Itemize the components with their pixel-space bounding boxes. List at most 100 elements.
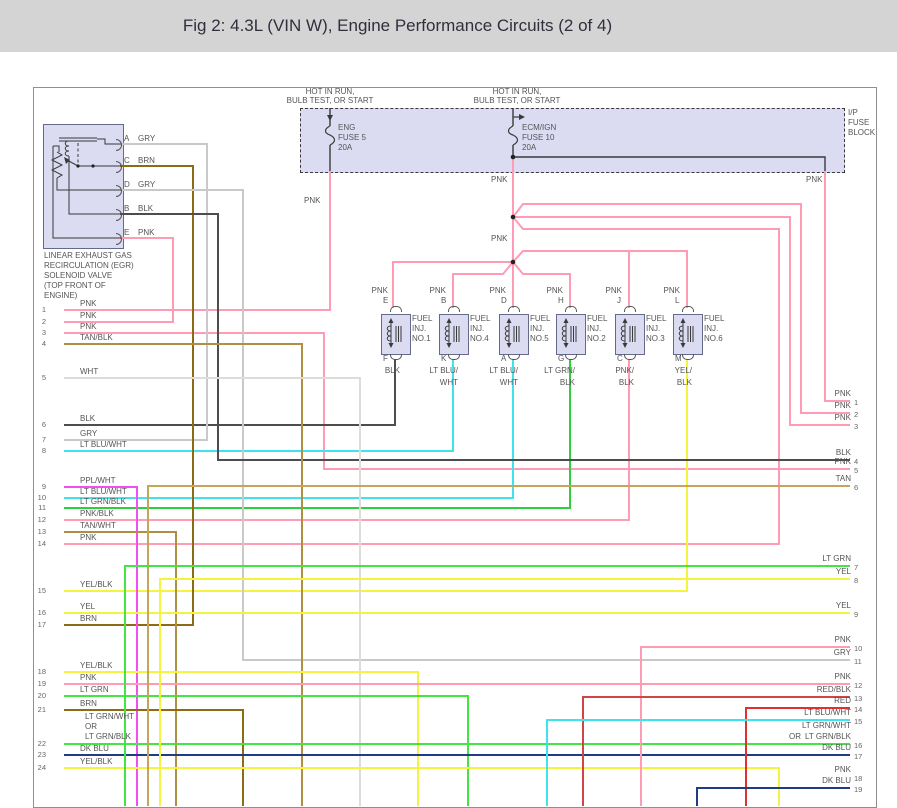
wire-label: OR — [85, 722, 97, 731]
fuel-injector-box-NO.6 — [673, 314, 703, 355]
eng-fuse-label: ENG — [338, 123, 356, 132]
injector-feed-wire-label: PNK — [429, 286, 446, 295]
injector-name-label: FUEL — [530, 314, 551, 323]
egr-pin-wire-color-D: GRY — [138, 180, 156, 189]
left-wire-label-21: BRN — [80, 699, 97, 708]
wire-label: ENGINE) — [44, 291, 78, 300]
right-pin-number-1: 1 — [854, 398, 859, 407]
left-wire-label-1: PNK — [80, 299, 97, 308]
left-pin-number-6: 6 — [41, 420, 46, 429]
right-pin-number-16: 16 — [854, 741, 863, 750]
injector-top-pin-arc — [448, 306, 460, 312]
right-pin-number-9: 9 — [854, 610, 859, 619]
left-wire-label-13: TAN/WHT — [80, 521, 116, 530]
left-wire-label-6: BLK — [80, 414, 96, 423]
injector-wire-color-label: YEL/ — [674, 366, 692, 375]
hot-in-run-label: BULB TEST, OR START — [473, 96, 561, 105]
ip-fuse-block — [300, 108, 845, 173]
left-wire-label-15: YEL/BLK — [80, 580, 113, 589]
injector-name-label: INJ. — [587, 324, 602, 333]
ecm-ign-fuse-label: ECM/IGN — [522, 123, 557, 132]
egr-solenoid-valve-box — [43, 124, 124, 249]
left-pin-number-3: 3 — [41, 328, 46, 337]
injector-feed-wire-label: PNK — [605, 286, 622, 295]
right-pin-number-18: 18 — [854, 774, 863, 783]
injector-wire-color-label: WHT — [439, 378, 458, 387]
injector-feed-wire-label: PNK — [371, 286, 388, 295]
egr-pin-letter-B: B — [124, 204, 130, 213]
injector-name-label: INJ. — [646, 324, 661, 333]
right-pin-number-14: 14 — [854, 705, 863, 714]
left-pin-number-5: 5 — [41, 373, 46, 382]
wire-label: RECIRCULATION (EGR) — [44, 261, 134, 270]
injector-top-pin-letter: B — [441, 296, 447, 305]
injector-name-label: NO.5 — [530, 334, 549, 343]
injector-top-pin-arc — [390, 306, 402, 312]
right-pin-number-5: 5 — [854, 466, 859, 475]
wire-label: PNK — [491, 175, 508, 184]
wire-label: PNK — [806, 175, 823, 184]
left-pin-number-10: 10 — [37, 493, 46, 502]
injector-name-label: INJ. — [470, 324, 485, 333]
injector-top-pin-letter: H — [558, 296, 564, 305]
left-pin-number-20: 20 — [37, 691, 46, 700]
right-wire-label-4: BLK — [835, 448, 851, 457]
left-wire-label-11: LT GRN/BLK — [80, 497, 126, 506]
ecm-ign-fuse-label: FUSE 10 — [522, 133, 555, 142]
injector-wire-color-label: LT BLU/ — [429, 366, 458, 375]
injector-wire-color-label: WHT — [499, 378, 518, 387]
ip-fuse-block-label: I/P — [848, 108, 858, 117]
left-pin-number-1: 1 — [41, 305, 46, 314]
injector-wire-color-label: BLK — [676, 378, 692, 387]
right-wire-label-2: PNK — [834, 401, 851, 410]
left-pin-number-22: 22 — [37, 739, 46, 748]
injector-bottom-pin-letter: C — [617, 354, 623, 363]
egr-pin-wire-color-E: PNK — [138, 228, 155, 237]
left-pin-number-23: 23 — [37, 750, 46, 759]
egr-pin-letter-A: A — [124, 134, 130, 143]
left-pin-number-15: 15 — [37, 586, 46, 595]
right-pin-number-15: 15 — [854, 717, 863, 726]
left-pin-number-14: 14 — [37, 539, 46, 548]
injector-name-label: FUEL — [470, 314, 491, 323]
egr-pin-letter-C: C — [124, 156, 130, 165]
right-pin-number-8: 8 — [854, 576, 859, 585]
left-wire-label-10: LT BLU/WHT — [80, 487, 127, 496]
wire-label: PNK — [304, 196, 321, 205]
ip-fuse-block-label: BLOCK — [848, 128, 876, 137]
right-pin-number-17: 17 — [854, 752, 863, 761]
left-pin-number-8: 8 — [41, 446, 46, 455]
left-wire-label-7: GRY — [80, 429, 98, 438]
egr-pin-letter-E: E — [124, 228, 130, 237]
left-pin-number-12: 12 — [37, 515, 46, 524]
injector-top-pin-arc — [565, 306, 577, 312]
left-pin-number-2: 2 — [41, 317, 46, 326]
injector-top-pin-letter: D — [501, 296, 507, 305]
fuel-injector-box-NO.5 — [499, 314, 529, 355]
injector-name-label: NO.1 — [412, 334, 431, 343]
egr-pin-wire-color-B: BLK — [138, 204, 154, 213]
right-wire-label-9: YEL — [835, 601, 851, 610]
injector-top-pin-arc — [682, 306, 694, 312]
right-wire-label-6: TAN — [835, 474, 851, 483]
right-pin-number-19: 19 — [854, 785, 863, 794]
fuel-injector-box-NO.2 — [556, 314, 586, 355]
injector-name-label: FUEL — [587, 314, 608, 323]
left-wire-label-24: YEL/BLK — [80, 757, 113, 766]
left-pin-number-13: 13 — [37, 527, 46, 536]
right-pin-number-3: 3 — [854, 422, 859, 431]
injector-feed-wire-label: PNK — [663, 286, 680, 295]
fuel-injector-box-NO.3 — [615, 314, 645, 355]
left-pin-number-4: 4 — [41, 339, 46, 348]
left-wire-label-18: YEL/BLK — [80, 661, 113, 670]
injector-feed-wire-label: PNK — [489, 286, 506, 295]
injector-bottom-pin-letter: M — [675, 354, 682, 363]
left-wire-label-17: BRN — [80, 614, 97, 623]
fuel-injector-box-NO.1 — [381, 314, 411, 355]
ecm-ign-fuse-label: 20A — [522, 143, 537, 152]
left-wire-label-2: PNK — [80, 311, 97, 320]
injector-wire-color-label: BLK — [559, 378, 575, 387]
wire-label: LT GRN/WHT — [801, 721, 851, 730]
injector-wire-color-label: LT BLU/ — [489, 366, 518, 375]
